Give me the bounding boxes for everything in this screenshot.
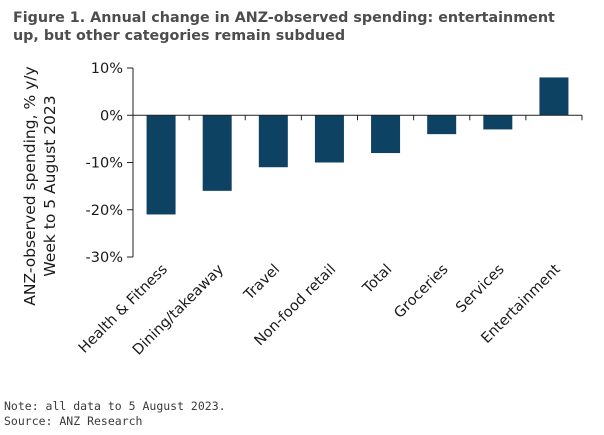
- bar-entertainment: [539, 77, 569, 116]
- y-axis-label-line-1: ANZ-observed spending, % y/y: [21, 66, 39, 305]
- y-tick-label: -30%: [86, 250, 123, 266]
- chart-title-line-1: Figure 1. Annual change in ANZ-observed …: [13, 10, 555, 26]
- y-tick-label: -10%: [86, 156, 123, 172]
- bar-health-fitness: [146, 115, 176, 215]
- y-axis-label-line-2: Week to 5 August 2023: [41, 95, 59, 276]
- footer-note: Note: all data to 5 August 2023.: [4, 399, 226, 413]
- chart-title-line-2: up, but other categories remain subdued: [13, 28, 346, 44]
- bar-non-food-retail: [314, 115, 344, 163]
- footer-source: Source: ANZ Research: [4, 413, 143, 428]
- bar-travel: [258, 115, 288, 168]
- y-tick-label: 10%: [91, 61, 123, 77]
- y-tick-label: 0%: [100, 108, 123, 124]
- bar-services: [483, 115, 513, 130]
- bar-dining-takeaway: [202, 115, 232, 191]
- chart-title: Figure 1. Annual change in ANZ-observed …: [13, 9, 598, 45]
- bar-total: [371, 115, 401, 154]
- x-tick-label: Services: [453, 262, 508, 317]
- bar-groceries: [427, 115, 457, 135]
- x-tick-label: Total: [359, 262, 395, 298]
- chart-footer: Note: all data to 5 August 2023. Source:…: [4, 399, 226, 428]
- y-tick-label: -20%: [86, 203, 123, 219]
- x-tick-label: Groceries: [391, 262, 451, 322]
- x-tick-label: Travel: [241, 262, 284, 305]
